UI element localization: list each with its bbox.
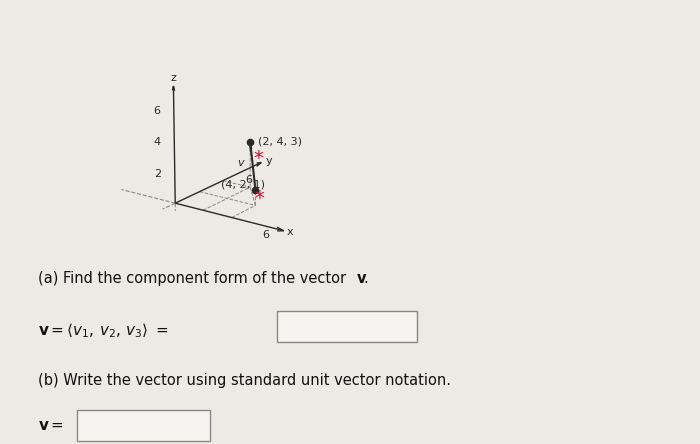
Text: (b) Write the vector using standard unit vector notation.: (b) Write the vector using standard unit… bbox=[38, 373, 452, 388]
FancyBboxPatch shape bbox=[276, 311, 416, 342]
Text: (a) Find the component form of the vector: (a) Find the component form of the vecto… bbox=[38, 270, 351, 285]
Text: .: . bbox=[363, 270, 368, 285]
Text: v: v bbox=[357, 270, 367, 285]
FancyBboxPatch shape bbox=[77, 409, 210, 441]
Text: $\mathbf{v} =$: $\mathbf{v} =$ bbox=[38, 418, 64, 433]
Text: $\mathbf{v} = \langle v_1,\, v_2,\, v_3\rangle\ =$: $\mathbf{v} = \langle v_1,\, v_2,\, v_3\… bbox=[38, 321, 169, 340]
